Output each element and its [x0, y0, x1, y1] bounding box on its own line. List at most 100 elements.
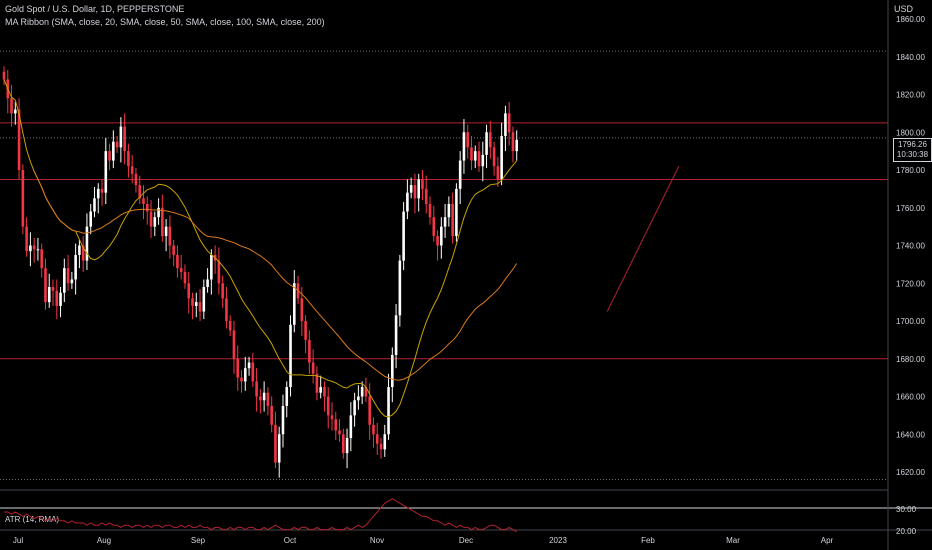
candle-body: [172, 245, 175, 255]
candle-body: [330, 415, 334, 420]
ma20-line: [3, 79, 518, 418]
candle-body: [259, 396, 262, 401]
candle-body: [277, 434, 281, 463]
currency-label: USD: [894, 4, 914, 14]
candle-body: [51, 287, 55, 291]
candle-body: [436, 236, 439, 246]
candle-body: [455, 188, 458, 237]
candle-body: [10, 98, 13, 114]
candle-body: [409, 185, 413, 193]
atr-tick-label: 30.00: [896, 505, 917, 514]
candle-body: [394, 315, 398, 355]
x-tick-label: Feb: [641, 536, 655, 545]
candle-body: [225, 298, 228, 321]
candle-body: [364, 387, 368, 397]
candle-body: [447, 203, 451, 218]
candle-body: [379, 443, 383, 450]
candle-body: [315, 373, 319, 393]
atr-tick-label: 20.00: [896, 527, 917, 536]
candle-body: [357, 396, 360, 401]
candle-body: [387, 387, 390, 435]
candle-body: [85, 226, 89, 261]
candle-body: [289, 324, 292, 388]
indicator-label[interactable]: MA Ribbon (SMA, close, 20, SMA, close, 5…: [5, 17, 325, 27]
candle-body: [179, 268, 183, 272]
candle-body: [14, 109, 17, 114]
candle-body: [372, 424, 375, 435]
candle-body: [29, 245, 32, 252]
y-tick-label: 1620.00: [896, 468, 925, 477]
candle-body: [153, 217, 157, 227]
candle-body: [202, 287, 206, 312]
candle-body: [421, 179, 424, 189]
candle-body: [17, 109, 21, 170]
candle-body: [191, 298, 194, 306]
atr-indicator-label[interactable]: ATR (14, RMA): [5, 515, 60, 524]
y-tick-label: 1780.00: [896, 166, 925, 175]
candle-body: [59, 292, 62, 306]
candle-body: [115, 141, 119, 148]
candle-body: [164, 226, 168, 237]
candle-body: [285, 387, 289, 406]
atr-line: [4, 498, 517, 533]
candle-body: [221, 283, 224, 299]
trendline: [606, 166, 680, 312]
y-tick-label: 1800.00: [896, 128, 925, 137]
candle-body: [251, 362, 255, 382]
candle-body: [477, 151, 481, 167]
candle-body: [432, 217, 436, 237]
candle-body: [93, 198, 96, 212]
candle-body: [489, 132, 492, 148]
candle-body: [112, 141, 115, 161]
y-tick-label: 1700.00: [896, 317, 925, 326]
candle-body: [304, 321, 307, 340]
candle-body: [149, 211, 153, 227]
candle-body: [243, 368, 247, 382]
x-tick-label: Dec: [459, 536, 473, 545]
candle-body: [391, 354, 394, 388]
candle-body: [402, 211, 405, 261]
y-tick-label: 1740.00: [896, 242, 925, 251]
candle-body: [515, 139, 519, 152]
candle-body: [32, 245, 36, 250]
last-price: 1796.26: [898, 140, 927, 149]
candle-body: [383, 434, 387, 450]
candle-body: [47, 287, 51, 303]
candle-body: [168, 226, 172, 246]
candle-body: [96, 188, 100, 199]
candle-body: [78, 245, 81, 255]
candle-body: [161, 207, 164, 237]
candle-body: [176, 254, 179, 269]
x-tick-label: Mar: [726, 536, 740, 545]
candle-body: [308, 339, 311, 363]
candle-body: [300, 298, 304, 321]
y-tick-label: 1860.00: [896, 15, 925, 24]
y-tick-label: 1680.00: [896, 355, 925, 364]
candle-body: [21, 170, 25, 227]
candle-body: [228, 321, 232, 331]
candle-body: [496, 166, 500, 180]
candle-body: [55, 290, 59, 306]
candle-body: [236, 358, 240, 378]
candle-body: [481, 154, 485, 167]
candle-body: [470, 147, 473, 161]
candle-body: [25, 226, 28, 252]
candle-body: [104, 151, 108, 193]
candle-body: [142, 198, 145, 204]
candle-body: [375, 434, 379, 444]
candle-body: [492, 147, 496, 167]
y-tick-label: 1640.00: [896, 430, 925, 439]
candle-body: [44, 268, 47, 303]
candle-body: [232, 330, 236, 359]
candle-body: [323, 387, 326, 397]
candle-body: [89, 211, 93, 227]
candle-body: [504, 113, 507, 137]
candle-body: [326, 396, 330, 416]
candle-body: [130, 166, 134, 174]
candle-body: [210, 254, 213, 280]
candle-body: [81, 245, 85, 261]
candle-body: [66, 268, 70, 284]
candle-body: [138, 185, 142, 199]
x-tick-label: Jul: [13, 536, 23, 545]
